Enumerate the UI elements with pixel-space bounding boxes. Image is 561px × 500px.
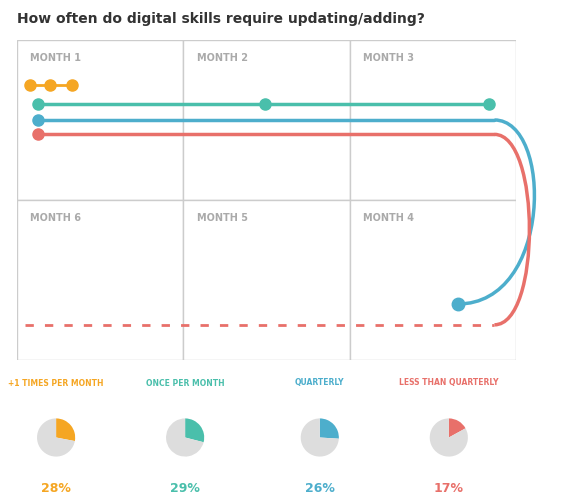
Text: QUARTERLY: QUARTERLY xyxy=(295,378,344,388)
Text: 29%: 29% xyxy=(170,482,200,496)
Text: MONTH 1: MONTH 1 xyxy=(30,53,81,63)
Wedge shape xyxy=(185,418,204,442)
Bar xyxy=(350,200,516,360)
Wedge shape xyxy=(320,418,339,438)
Wedge shape xyxy=(56,418,75,441)
Text: MONTH 2: MONTH 2 xyxy=(196,53,247,63)
Wedge shape xyxy=(430,418,468,457)
Text: MONTH 4: MONTH 4 xyxy=(363,213,414,223)
Text: +1 TIMES PER MONTH: +1 TIMES PER MONTH xyxy=(8,378,104,388)
Bar xyxy=(183,40,350,200)
Bar xyxy=(17,40,183,200)
Bar xyxy=(183,200,350,360)
Text: MONTH 6: MONTH 6 xyxy=(30,213,81,223)
Text: MONTH 5: MONTH 5 xyxy=(196,213,247,223)
Wedge shape xyxy=(301,418,339,457)
Text: 17%: 17% xyxy=(434,482,464,496)
Bar xyxy=(17,200,183,360)
Text: LESS THAN QUARTERLY: LESS THAN QUARTERLY xyxy=(399,378,499,388)
Text: 28%: 28% xyxy=(41,482,71,496)
Text: MONTH 3: MONTH 3 xyxy=(363,53,414,63)
Wedge shape xyxy=(166,418,204,457)
Bar xyxy=(350,40,516,200)
Text: ONCE PER MONTH: ONCE PER MONTH xyxy=(146,378,224,388)
Text: 26%: 26% xyxy=(305,482,335,496)
Wedge shape xyxy=(37,418,75,457)
Text: How often do digital skills require updating/adding?: How often do digital skills require upda… xyxy=(17,12,425,26)
Wedge shape xyxy=(449,418,466,438)
